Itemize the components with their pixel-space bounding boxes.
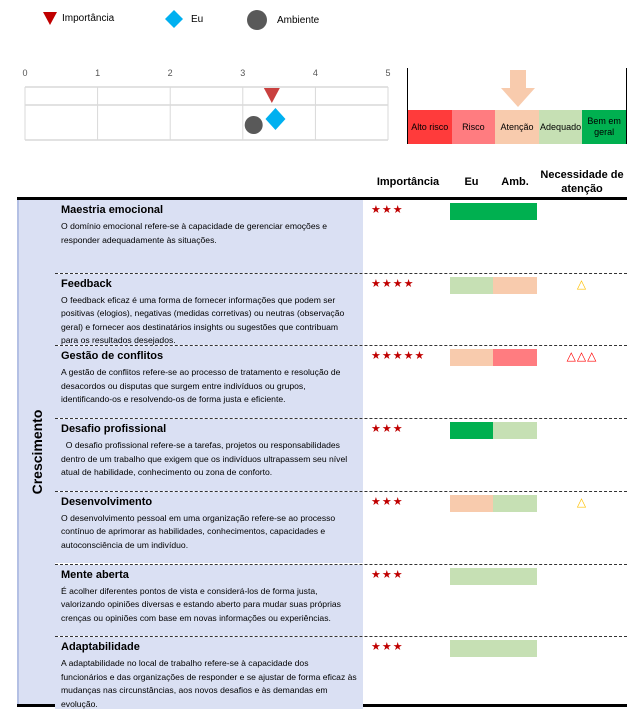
description-cell: Adaptabilidade A adaptabilidade no local … — [55, 637, 363, 709]
category-label: Crescimento — [29, 409, 45, 495]
legend-label: Eu — [191, 13, 204, 25]
warning-triangle-icon: △ — [576, 276, 588, 291]
eu-marker — [265, 108, 286, 130]
description-cell: Desenvolvimento O desenvolvimento pessoal… — [55, 491, 363, 564]
description-cell: Desafio profissional O desafio profissio… — [55, 419, 363, 491]
description-cell: Feedback O feedback eficaz é uma forma de… — [55, 273, 363, 346]
legend-ambiente: Ambiente — [247, 10, 319, 30]
importance-stars: ★★★★★ — [371, 350, 426, 363]
amb-cell — [493, 203, 537, 220]
scale-level: Atenção — [495, 110, 539, 144]
importance-stars: ★★★ — [371, 204, 404, 216]
importance-stars: ★★★ — [371, 568, 404, 581]
arrow-down-icon — [501, 70, 535, 107]
item-description: É acolher diferentes pontos de vista e c… — [61, 585, 344, 623]
legend-label: Importância — [62, 12, 115, 24]
x-tick: 5 — [385, 68, 391, 78]
warning-triangle-icon: △ — [576, 494, 588, 509]
table-row: Desafio profissional O desafio profissio… — [55, 418, 627, 491]
amb-cell — [493, 494, 537, 512]
item-description: A adaptabilidade no local de trabalho re… — [61, 658, 360, 709]
item-title: Feedback — [61, 277, 112, 290]
legend-eu: Eu — [165, 10, 203, 28]
table-row: Desenvolvimento O desenvolvimento pessoal… — [55, 490, 627, 564]
table-row: Adaptabilidade A adaptabilidade no local … — [55, 636, 627, 709]
amb-cell — [493, 567, 537, 585]
importance-stars: ★★★ — [371, 423, 404, 436]
scale-level: Adequado — [538, 110, 583, 144]
importance-stars: ★★★★ — [371, 277, 415, 290]
item-description: A gestão de conflitos refere-se ao proce… — [61, 367, 343, 405]
item-description: O domínio emocional refere-se à capacida… — [61, 221, 330, 245]
description-cell: Mente aberta É acolher diferentes pontos … — [55, 564, 363, 637]
table-row: Feedback O feedback eficaz é uma forma de… — [55, 272, 627, 346]
item-title: Adaptabilidade — [61, 641, 140, 654]
ambiente-marker — [244, 116, 263, 134]
dot-chart — [24, 86, 389, 141]
results-table: Crescimento Maestria emocional O domínio … — [17, 197, 627, 709]
item-title: Desafio profissional — [61, 423, 167, 436]
x-tick: 4 — [312, 68, 318, 78]
importance-stars: ★★★ — [371, 641, 404, 654]
scale-level: Risco — [451, 110, 496, 144]
x-tick: 1 — [95, 68, 101, 78]
item-title: Mente aberta — [61, 568, 129, 581]
warning-triangle-icon: △△△ — [566, 349, 598, 364]
eu-cell — [450, 422, 493, 440]
table-row: Maestria emocional O domínio emocional re… — [55, 200, 627, 273]
table-row: Mente aberta É acolher diferentes pontos … — [55, 563, 627, 637]
eu-cell — [450, 349, 493, 367]
header-eu: Eu — [464, 176, 479, 188]
item-title: Maestria emocional — [61, 204, 164, 216]
header-amb: Amb. — [501, 176, 529, 188]
item-description: O desenvolvimento pessoal em uma organiz… — [61, 512, 338, 550]
header-importance: Importância — [376, 176, 440, 188]
risk-scale: Alto risco Risco Atenção Adequado Bem em ger… — [407, 68, 627, 144]
x-tick: 2 — [167, 68, 173, 78]
table-row: Gestão de conflitos A gestão de conflitos… — [55, 345, 627, 419]
eu-cell — [450, 276, 493, 294]
importance-stars: ★★★ — [371, 495, 404, 508]
item-description: O desafio profissional refere-se a taref… — [61, 440, 350, 478]
item-description: O feedback eficaz é uma forma de fornece… — [61, 294, 347, 346]
circle-icon — [247, 10, 267, 30]
diamond-icon — [165, 10, 183, 28]
legend-importancia: Importância — [42, 10, 114, 26]
scale-level: Alto risco — [408, 110, 452, 144]
amb-cell — [493, 349, 537, 367]
header-need: Necessidade de atenção — [540, 169, 624, 195]
eu-cell — [450, 567, 493, 585]
x-tick: 3 — [240, 68, 246, 78]
eu-cell — [450, 640, 493, 658]
x-tick: 0 — [22, 68, 28, 78]
description-cell: Gestão de conflitos A gestão de conflitos… — [55, 346, 363, 419]
amb-cell — [493, 640, 537, 658]
item-title: Desenvolvimento — [61, 495, 153, 508]
triangle-down-icon — [43, 12, 57, 25]
amb-cell — [493, 276, 537, 294]
amb-cell — [493, 422, 537, 440]
item-title: Gestão de conflitos — [61, 350, 164, 363]
legend-label: Ambiente — [277, 14, 320, 26]
description-cell: Maestria emocional O domínio emocional re… — [55, 200, 363, 273]
importancia-marker — [263, 88, 280, 103]
category-cell: Crescimento — [17, 200, 55, 704]
eu-cell — [450, 203, 493, 220]
eu-cell — [450, 494, 493, 512]
scale-level: Bem em geral — [582, 110, 626, 144]
